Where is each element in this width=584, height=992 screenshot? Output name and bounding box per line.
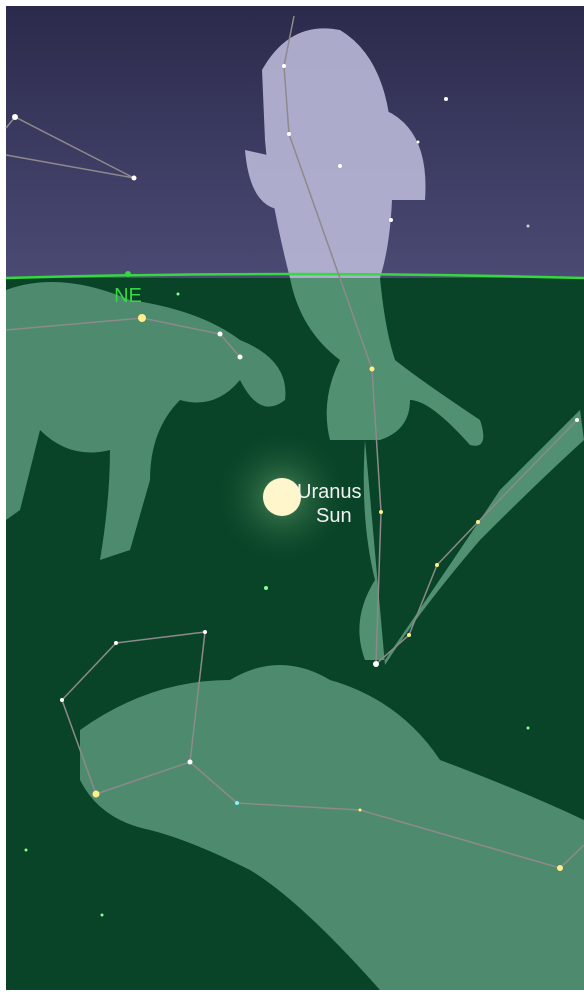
direction-label: NE bbox=[114, 285, 142, 307]
object-label: Uranus bbox=[297, 481, 361, 503]
horizon-marker bbox=[125, 271, 131, 277]
sky-map: NE Uranus Sun bbox=[0, 0, 584, 992]
object-label: Sun bbox=[316, 505, 352, 527]
page: NE Uranus Sun (() => { const data = JSON… bbox=[0, 0, 584, 992]
sun[interactable] bbox=[263, 478, 301, 516]
